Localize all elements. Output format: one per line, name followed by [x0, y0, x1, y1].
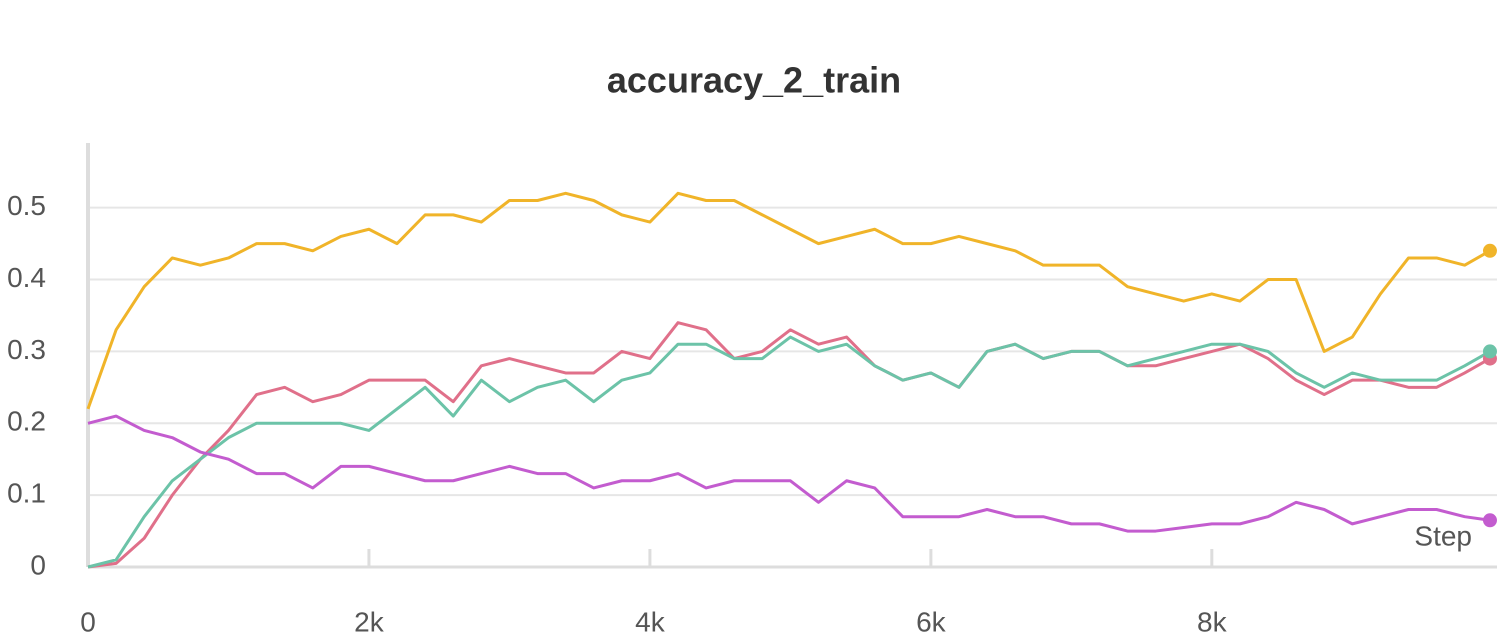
y-tick-label: 0.5 — [7, 190, 46, 221]
end-point — [1482, 243, 1497, 258]
y-tick-label: 0.1 — [7, 478, 46, 509]
y-tick-label: 0.3 — [7, 334, 46, 365]
series-line — [87, 335, 1491, 569]
y-tick-label: 0 — [30, 549, 46, 580]
y-tick-label: 0.2 — [7, 406, 46, 437]
series-line — [87, 414, 1491, 533]
end-point — [1482, 344, 1497, 359]
x-tick-label: 2k — [354, 606, 385, 637]
x-tick-label: 6k — [916, 606, 947, 637]
series-line — [86, 191, 1491, 410]
series-line — [87, 321, 1491, 569]
x-axis-label: Step — [1414, 520, 1472, 551]
y-tick-label: 0.4 — [7, 262, 46, 293]
chart-title: accuracy_2_train — [607, 60, 901, 101]
end-point — [1482, 513, 1497, 528]
x-tick-label: 8k — [1197, 606, 1228, 637]
x-tick-label: 0 — [80, 606, 96, 637]
x-tick-label: 4k — [635, 606, 666, 637]
